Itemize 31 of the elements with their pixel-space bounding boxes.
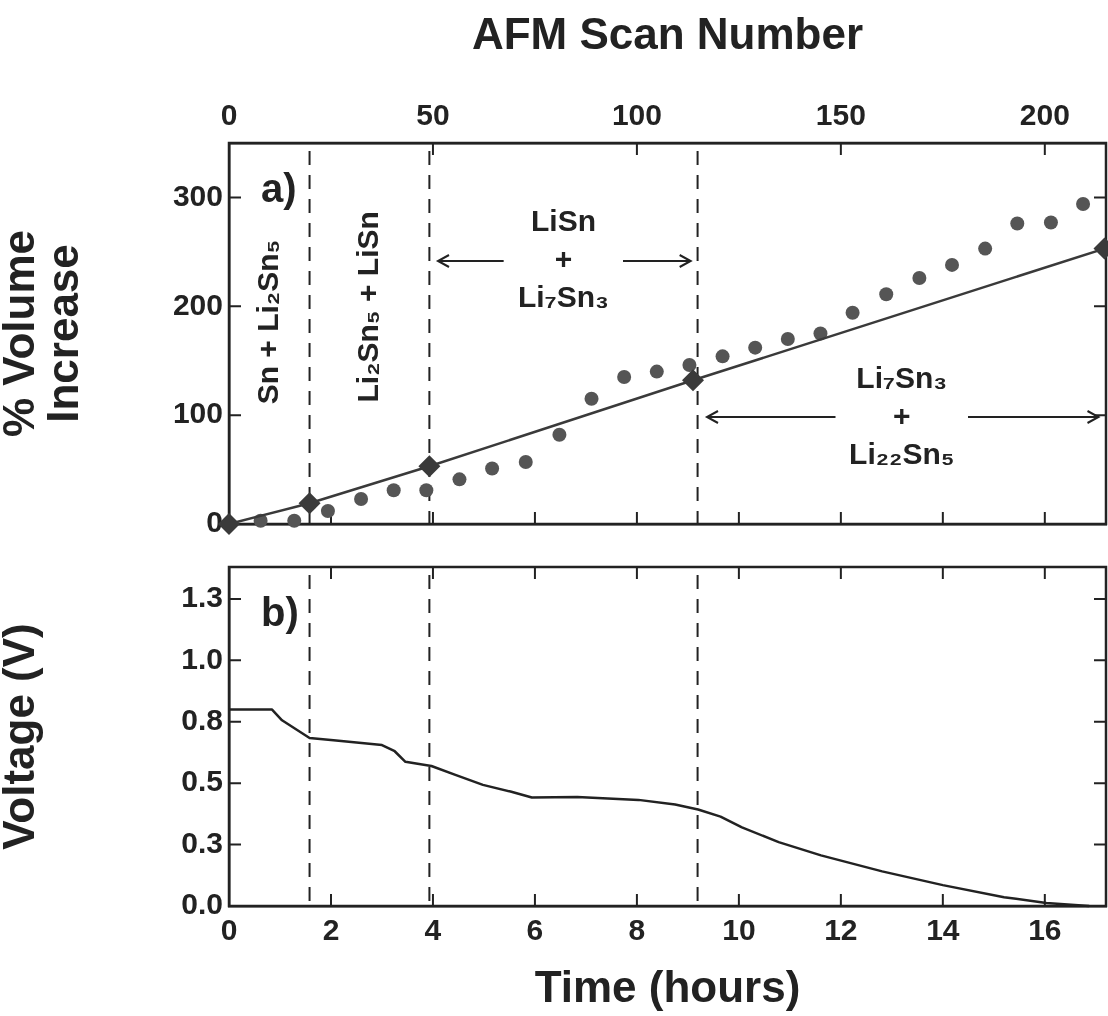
x2-tick-label: 150 xyxy=(815,98,866,132)
x-tick-label: 10 xyxy=(722,913,756,947)
x-tick-label: 16 xyxy=(1028,913,1062,947)
x-tick-label: 4 xyxy=(424,913,442,947)
y-tick-label: 0.5 xyxy=(181,764,223,798)
y-tick-label: 300 xyxy=(172,178,223,212)
annotation: LiSn + Li₇Sn₃ xyxy=(518,204,609,314)
y-tick-label: 0.3 xyxy=(181,825,223,859)
annotation: Li₇Sn₃ + Li₂₂Sn₅ xyxy=(849,360,955,470)
x-tick-label: 12 xyxy=(824,913,858,947)
annotation: Li₂Sn₅ + LiSn xyxy=(350,211,384,403)
x2-tick-label: 50 xyxy=(416,98,450,132)
y-axis-title: % Volume Increase xyxy=(0,229,88,438)
y-tick-label: 1.3 xyxy=(181,580,223,614)
x-tick-label: 2 xyxy=(322,913,340,947)
annotation: b) xyxy=(261,590,299,635)
x2-axis-title: AFM Scan Number xyxy=(471,8,864,58)
y-tick-label: 0.0 xyxy=(181,887,223,921)
x2-tick-label: 100 xyxy=(611,98,662,132)
x-tick-label: 6 xyxy=(526,913,544,947)
annotation: Sn + Li₂Sn₅ xyxy=(250,239,284,405)
y-tick-label: 1.0 xyxy=(181,641,223,675)
y-tick-label: 0.8 xyxy=(181,703,223,737)
annotation: a) xyxy=(261,166,297,211)
x-axis-title: Time (hours) xyxy=(534,961,801,1011)
y-tick-label: 200 xyxy=(172,287,223,321)
x2-tick-label: 200 xyxy=(1019,98,1070,132)
y-tick-label: 100 xyxy=(172,396,223,430)
x-tick-label: 8 xyxy=(628,913,646,947)
x-tick-label: 14 xyxy=(926,913,960,947)
y-axis-title: Voltage (V) xyxy=(0,623,44,850)
